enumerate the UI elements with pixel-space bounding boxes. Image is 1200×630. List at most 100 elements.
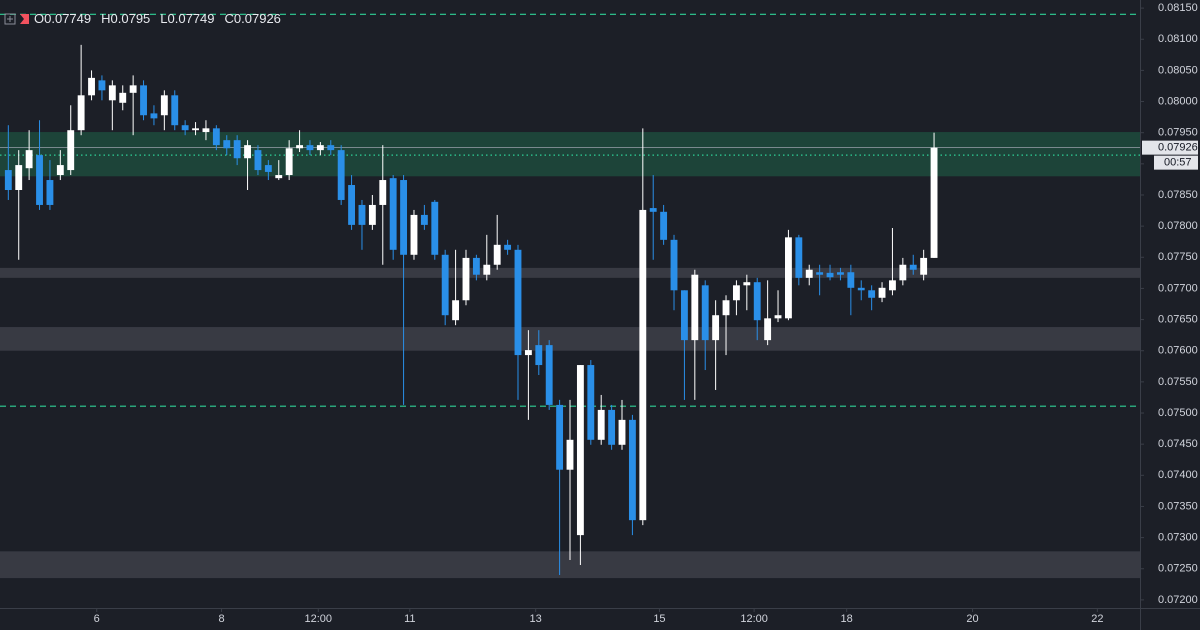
candle-body: [420, 214, 428, 225]
x-tick-label: 11: [404, 613, 415, 625]
candle-body: [25, 150, 33, 169]
candle-body: [597, 409, 605, 440]
candle-body: [535, 345, 543, 366]
candle-body: [400, 180, 408, 255]
candle-body: [889, 280, 896, 291]
candle-body: [899, 264, 907, 281]
candle-body: [805, 269, 813, 278]
candle-body: [244, 145, 251, 159]
candle-body: [181, 125, 189, 131]
candle-body: [774, 315, 782, 319]
candle-body: [930, 147, 938, 258]
candle-body: [680, 290, 688, 341]
y-tick-label: 0.07950: [1158, 127, 1198, 139]
y-tick-label: 0.07350: [1158, 500, 1198, 512]
candle-body: [108, 85, 116, 101]
x-tick-label: 13: [530, 613, 542, 625]
candle-body: [36, 155, 43, 205]
candle-body: [150, 113, 158, 119]
candle-body: [566, 439, 574, 470]
y-tick-label: 0.07550: [1158, 376, 1198, 388]
candle-body: [327, 145, 335, 151]
candle-body: [722, 300, 730, 316]
ohlc-value: 0.07926: [234, 11, 281, 26]
candle-body: [441, 254, 449, 316]
candle-body: [868, 290, 876, 298]
candle-body: [192, 128, 199, 131]
zone: [0, 267, 1140, 278]
candle-body: [576, 365, 584, 536]
candle-body: [264, 165, 272, 172]
y-tick-label: 0.07700: [1158, 282, 1198, 294]
candle-body: [202, 128, 210, 133]
ohlc-value: 0.07749: [44, 11, 91, 26]
candle-body: [212, 128, 220, 146]
y-tick-label: 0.07650: [1158, 313, 1198, 325]
icon: [20, 14, 29, 24]
ohlc-value: 0.0795: [111, 11, 151, 26]
candle-body: [878, 287, 886, 298]
candle-body: [628, 419, 636, 521]
y-tick-label: 0.07600: [1158, 345, 1198, 357]
candle-body: [753, 282, 761, 321]
x-tick-label: 22: [1091, 613, 1103, 625]
candle-body: [649, 208, 657, 212]
candle-body: [618, 419, 626, 445]
candle-body: [15, 165, 23, 190]
candle-body: [483, 264, 491, 275]
ohlc-value: 0.07749: [168, 11, 215, 26]
candle-body: [743, 282, 751, 286]
y-tick-label: 0.07850: [1158, 189, 1198, 201]
x-tick-label: 12:00: [740, 613, 768, 625]
candle-body: [296, 145, 303, 149]
y-tick-label: 0.07250: [1158, 563, 1198, 575]
y-tick-label: 0.07400: [1158, 469, 1198, 481]
candle-body: [431, 201, 439, 255]
y-tick-label: 0.08100: [1158, 33, 1198, 45]
candle-body: [140, 85, 147, 116]
candle-body: [493, 244, 501, 265]
ohlc-key: O: [34, 11, 44, 26]
x-tick-label: 6: [94, 613, 100, 625]
candle-body: [504, 244, 512, 250]
candle-body: [223, 140, 231, 149]
x-tick-label: 12:00: [305, 613, 333, 625]
candle-body: [4, 170, 12, 190]
candle-body: [920, 257, 928, 275]
y-tick-label: 0.08050: [1158, 64, 1198, 76]
y-tick-label: 0.07800: [1158, 220, 1198, 232]
price-label-box: [1142, 140, 1198, 155]
candle-body: [98, 80, 106, 91]
candle-body: [691, 274, 699, 341]
candle-body: [316, 145, 324, 151]
candle-body: [701, 285, 709, 341]
candle-body: [358, 204, 366, 225]
candle-body: [348, 185, 356, 225]
candle-body: [368, 204, 376, 225]
ohlc-key: H: [101, 11, 110, 26]
candle-body: [337, 150, 345, 200]
candle-body: [545, 345, 553, 405]
y-tick-label: 0.08000: [1158, 95, 1198, 107]
candle-body: [56, 165, 64, 176]
candle-body: [462, 257, 470, 301]
candle-body: [816, 272, 824, 275]
candle-body: [795, 237, 803, 278]
y-tick-label: 0.07500: [1158, 407, 1198, 419]
candle-body: [88, 77, 95, 96]
axes: 0.07200 0.07250 0.07300 0.07350 0.07400 0.074…: [94, 2, 1198, 625]
candle-body: [472, 257, 480, 275]
zone: [0, 327, 1140, 351]
candle-body: [608, 409, 616, 445]
ohlc-key: L: [160, 11, 167, 26]
candle-body: [46, 180, 54, 205]
candle-body: [129, 85, 137, 93]
header: O0.07749 H0.0795 L0.07749 C0.07926: [4, 11, 281, 26]
x-tick-label: 15: [653, 613, 665, 625]
ohlc-header: O0.07749 H0.0795 L0.07749 C0.07926: [34, 11, 281, 26]
candle-body: [639, 209, 647, 521]
candle-body: [160, 95, 168, 116]
countdown: 00:57: [1164, 157, 1192, 169]
candle-body: [587, 365, 595, 440]
